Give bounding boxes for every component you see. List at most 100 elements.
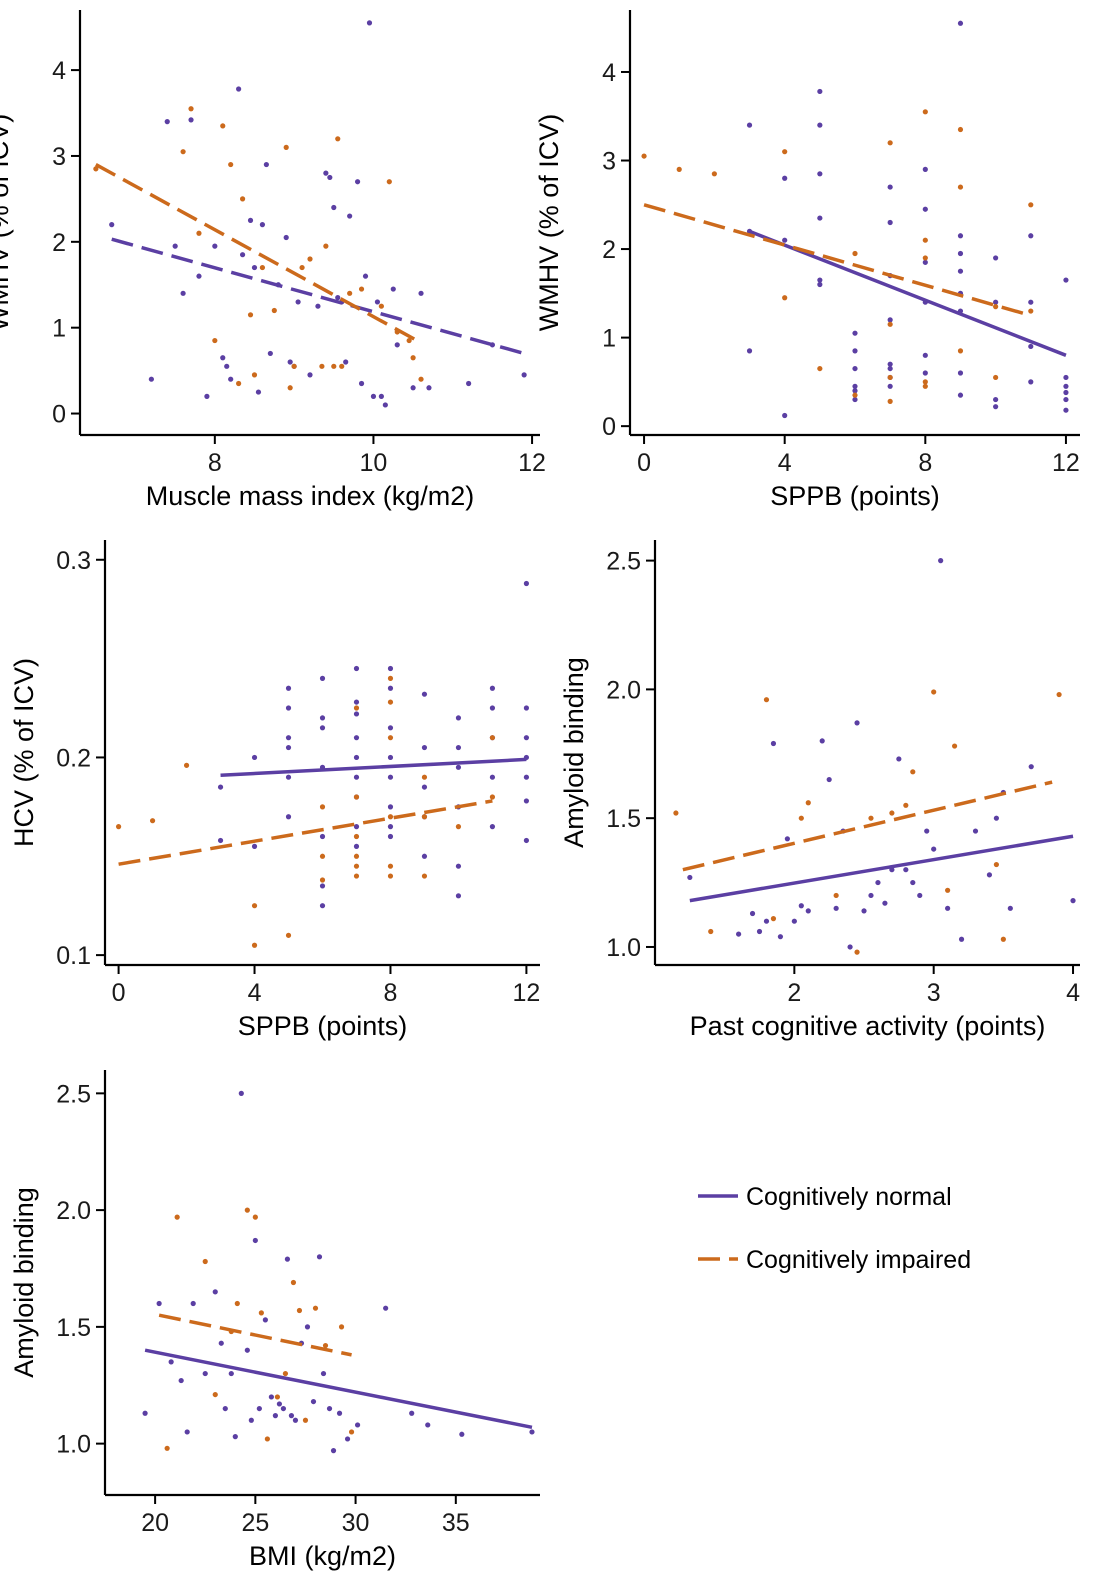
- point-cognitively-normal: [903, 867, 909, 873]
- point-cognitively-normal: [259, 222, 266, 228]
- point-cognitively-impaired: [1028, 202, 1034, 208]
- point-cognitively-normal: [387, 725, 394, 731]
- point-cognitively-normal: [852, 330, 858, 336]
- point-cognitively-normal: [307, 372, 313, 378]
- point-cognitively-normal: [331, 204, 337, 211]
- point-cognitively-impaired: [887, 374, 893, 381]
- point-cognitively-normal: [421, 691, 428, 697]
- point-cognitively-impaired: [353, 705, 360, 711]
- point-cognitively-impaired: [854, 949, 860, 955]
- point-cognitively-normal: [267, 350, 273, 357]
- point-cognitively-normal: [409, 1410, 415, 1416]
- point-cognitively-normal: [791, 918, 797, 924]
- point-cognitively-normal: [320, 1370, 327, 1377]
- point-cognitively-normal: [268, 1394, 274, 1400]
- point-cognitively-normal: [262, 1317, 268, 1323]
- point-cognitively-normal: [347, 213, 353, 219]
- point-cognitively-impaired: [353, 794, 360, 800]
- point-cognitively-normal: [172, 243, 178, 249]
- point-cognitively-impaired: [852, 392, 858, 398]
- point-cognitively-normal: [353, 699, 360, 705]
- y-tick-label: 0: [602, 413, 616, 441]
- point-cognitively-normal: [852, 348, 858, 354]
- point-cognitively-impaired: [889, 810, 895, 816]
- y-tick-label: 1.0: [606, 934, 641, 962]
- y-tick-label: 2.0: [56, 1197, 91, 1225]
- point-cognitively-impaired: [945, 887, 951, 893]
- point-cognitively-normal: [255, 389, 262, 395]
- x-axis-title: BMI (kg/m2): [249, 1541, 396, 1571]
- point-cognitively-normal: [285, 814, 292, 820]
- point-cognitively-normal: [196, 273, 202, 279]
- point-cognitively-impaired: [264, 1436, 270, 1442]
- x-tick-label: 8: [208, 449, 222, 477]
- point-cognitively-normal: [212, 243, 218, 249]
- point-cognitively-normal: [1063, 383, 1069, 389]
- point-cognitively-impaired: [188, 106, 194, 112]
- point-cognitively-impaired: [353, 853, 360, 859]
- point-cognitively-impaired: [282, 1370, 289, 1377]
- point-cognitively-impaired: [489, 794, 496, 800]
- point-cognitively-impaired: [319, 804, 326, 810]
- point-cognitively-normal: [220, 355, 226, 361]
- point-cognitively-normal: [180, 290, 186, 296]
- y-tick-label: 1.5: [606, 805, 641, 833]
- point-cognitively-normal: [387, 685, 394, 691]
- point-cognitively-normal: [922, 370, 928, 376]
- x-tick-label: 8: [384, 979, 398, 1007]
- y-tick-label: 1: [602, 325, 616, 353]
- fit-line-cognitively-normal: [689, 834, 1074, 903]
- fit-line-cognitively-impaired: [95, 163, 418, 343]
- point-cognitively-normal: [387, 833, 394, 840]
- point-cognitively-normal: [222, 1405, 228, 1412]
- point-cognitively-normal: [736, 931, 742, 937]
- point-cognitively-impaired: [212, 1391, 218, 1398]
- point-cognitively-impaired: [307, 256, 313, 262]
- x-tick-label: 2: [787, 979, 801, 1007]
- x-tick-label: 12: [513, 979, 541, 1007]
- point-cognitively-normal: [882, 900, 888, 906]
- point-cognitively-normal: [875, 879, 881, 886]
- point-cognitively-normal: [777, 934, 784, 940]
- point-cognitively-normal: [421, 784, 428, 790]
- y-tick-label: 1: [52, 315, 66, 343]
- point-cognitively-normal: [523, 798, 530, 804]
- point-cognitively-normal: [232, 1434, 238, 1440]
- point-cognitively-impaired: [676, 166, 682, 172]
- point-cognitively-normal: [236, 86, 242, 92]
- y-axis-title: WMHV (% of ICV): [534, 114, 564, 332]
- fit-line-cognitively-normal: [144, 1348, 533, 1429]
- point-cognitively-normal: [763, 918, 770, 924]
- y-axis-title: Amyloid binding: [559, 657, 589, 848]
- point-cognitively-normal: [387, 665, 394, 672]
- point-cognitively-normal: [993, 396, 999, 403]
- point-cognitively-normal: [931, 846, 937, 852]
- point-cognitively-impaired: [251, 372, 258, 378]
- point-cognitively-impaired: [196, 230, 202, 236]
- point-cognitively-normal: [292, 1417, 299, 1423]
- x-tick-label: 12: [518, 449, 546, 477]
- point-cognitively-impaired: [239, 196, 246, 202]
- point-cognitively-normal: [263, 161, 269, 168]
- point-cognitively-impaired: [290, 1279, 297, 1286]
- point-cognitively-impaired: [387, 814, 394, 820]
- point-cognitively-normal: [922, 352, 928, 358]
- x-tick-label: 8: [918, 449, 932, 477]
- point-cognitively-normal: [382, 402, 388, 408]
- point-cognitively-impaired: [271, 307, 277, 314]
- x-tick-label: 12: [1052, 449, 1080, 477]
- point-cognitively-normal: [248, 1417, 254, 1423]
- point-cognitively-normal: [238, 1090, 244, 1096]
- point-cognitively-normal: [319, 833, 326, 840]
- y-tick-label: 4: [52, 57, 66, 85]
- point-cognitively-normal: [228, 1370, 234, 1377]
- point-cognitively-normal: [148, 376, 154, 382]
- point-cognitively-impaired: [164, 1445, 170, 1451]
- point-cognitively-normal: [833, 905, 839, 911]
- point-cognitively-impaired: [183, 762, 190, 768]
- point-cognitively-normal: [362, 273, 369, 279]
- point-cognitively-impaired: [922, 255, 928, 261]
- point-cognitively-impaired: [931, 689, 937, 695]
- x-axis-title: SPPB (points): [770, 481, 940, 511]
- point-cognitively-impaired: [922, 237, 928, 243]
